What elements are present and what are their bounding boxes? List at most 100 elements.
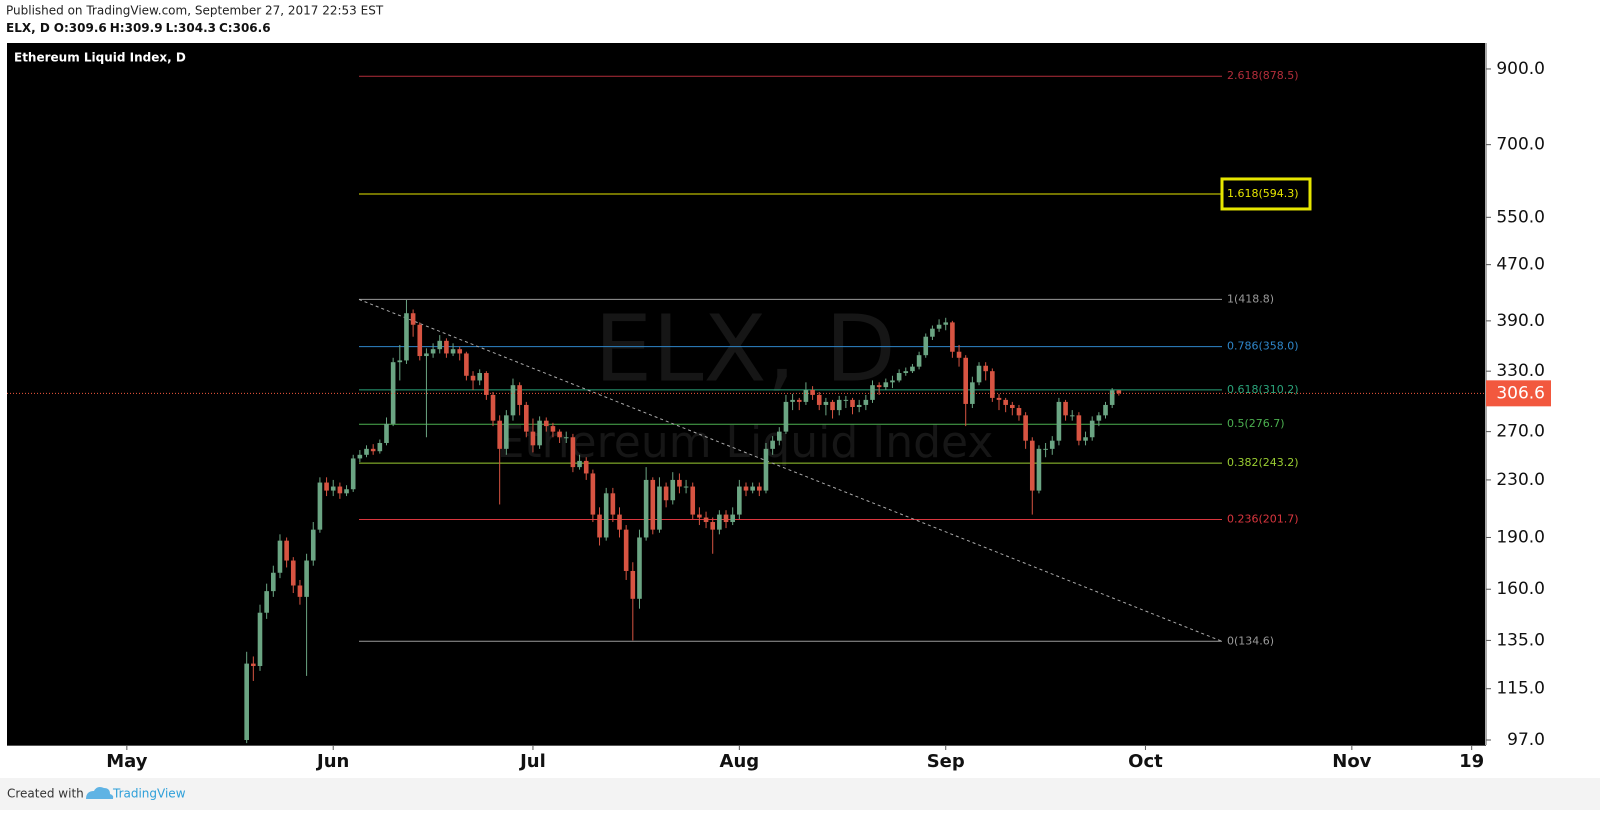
candle-body — [397, 360, 403, 363]
ohlc-label: O: — [54, 21, 69, 35]
candle-body — [384, 423, 389, 443]
candle-body — [876, 385, 882, 388]
candle-body — [497, 420, 502, 449]
candle-body — [364, 448, 369, 455]
candle-body — [563, 437, 569, 439]
footer-text: Created with — [7, 787, 84, 801]
ohlc-value: 309.6 — [69, 21, 107, 35]
candle-body — [271, 572, 276, 592]
footer-brand[interactable]: TradingView — [112, 787, 186, 801]
candle-body — [510, 385, 516, 416]
y-tick-label: 160.0 — [1496, 579, 1545, 599]
candle-body — [350, 458, 356, 490]
chart-title: Ethereum Liquid Index, D — [14, 51, 186, 65]
candle-body — [1016, 408, 1022, 416]
candle-body — [863, 399, 869, 405]
candle-body — [823, 401, 829, 405]
fib-label: 0.786(358.0) — [1227, 340, 1299, 353]
candle-body — [410, 313, 416, 325]
candle-body — [790, 399, 795, 402]
candle-body — [530, 431, 536, 446]
plot-layer: 2.618(878.5) 1.618(594.3) 1(418.8) 0.786(35… — [7, 69, 1485, 744]
fib-highlight — [1220, 177, 1312, 211]
candle-body — [251, 663, 256, 667]
candle-body — [996, 397, 1002, 400]
last-price-tag — [1486, 380, 1551, 407]
candle-body — [297, 585, 303, 597]
x-tick-label: May — [106, 751, 148, 772]
y-tick-label: 270.0 — [1496, 422, 1545, 442]
candle-body — [643, 479, 649, 538]
y-tick-label: 115.0 — [1496, 679, 1545, 699]
candle-body — [523, 404, 529, 432]
ohlc-value: 304.3 — [178, 21, 216, 35]
candle-body — [943, 322, 949, 325]
candle-body — [344, 489, 349, 494]
candle-body — [370, 448, 376, 452]
candle-body — [417, 324, 423, 357]
candle-body — [657, 486, 662, 530]
candle-body — [357, 454, 363, 459]
candle-body — [603, 493, 609, 538]
candle-body — [910, 366, 915, 372]
candle-body — [690, 486, 696, 515]
candle-body — [450, 349, 456, 354]
candle-body — [703, 517, 709, 523]
candle-body — [330, 486, 336, 491]
candle-body — [723, 514, 729, 523]
candle-body — [1083, 437, 1088, 441]
candle-body — [264, 591, 269, 613]
candle-body — [477, 373, 482, 381]
candle-body — [710, 522, 716, 530]
candle-body — [930, 328, 935, 337]
fib-label: 2.618(878.5) — [1227, 69, 1299, 82]
candle-body — [1010, 404, 1015, 409]
candle-body — [836, 399, 842, 411]
y-tick-label: 230.0 — [1496, 470, 1545, 490]
candle-body — [537, 420, 542, 446]
candle-body — [637, 537, 642, 599]
candle-body — [324, 482, 329, 491]
candle-body — [590, 473, 596, 515]
candle-body — [830, 401, 835, 411]
candle-body — [757, 486, 762, 491]
plot-area — [7, 43, 1485, 745]
candle-body — [903, 371, 909, 374]
y-tick-label: 470.0 — [1496, 255, 1545, 275]
ohlc-value: 306.6 — [233, 21, 271, 35]
candle-body — [304, 560, 309, 597]
x-tick-label: Jun — [315, 751, 349, 772]
y-tick-label: 135.0 — [1496, 630, 1545, 650]
ohlc-value: 309.9 — [125, 21, 163, 35]
fib-label: 1(418.8) — [1227, 292, 1274, 305]
watermark-title: ELX, D — [594, 295, 896, 402]
candle-body — [557, 431, 562, 438]
candle-body — [310, 529, 316, 561]
footer-bar — [0, 778, 1600, 810]
candle-body — [1076, 415, 1082, 441]
fib-label: 0.236(201.7) — [1227, 512, 1299, 525]
candle-body — [856, 404, 862, 407]
candle-body — [404, 313, 409, 361]
candle-body — [670, 479, 676, 501]
candle-body — [803, 390, 809, 402]
candle-body — [377, 442, 383, 452]
candle-body — [543, 420, 549, 427]
candle-body — [916, 355, 922, 367]
candle-body — [677, 479, 682, 487]
candle-body — [1043, 448, 1048, 450]
candle-body — [1069, 415, 1075, 417]
fib-label: 0(134.6) — [1227, 634, 1274, 647]
ohlc-label: H: — [110, 21, 125, 35]
fib-label: 1.618(594.3) — [1227, 187, 1299, 200]
candle-body — [1089, 420, 1095, 438]
candle-body — [983, 365, 988, 372]
candle-body — [963, 357, 969, 404]
candle-body — [504, 415, 509, 449]
candle-body — [697, 514, 702, 518]
candle-body — [1049, 440, 1055, 449]
candle-body — [623, 529, 629, 571]
candle-body — [743, 486, 749, 491]
